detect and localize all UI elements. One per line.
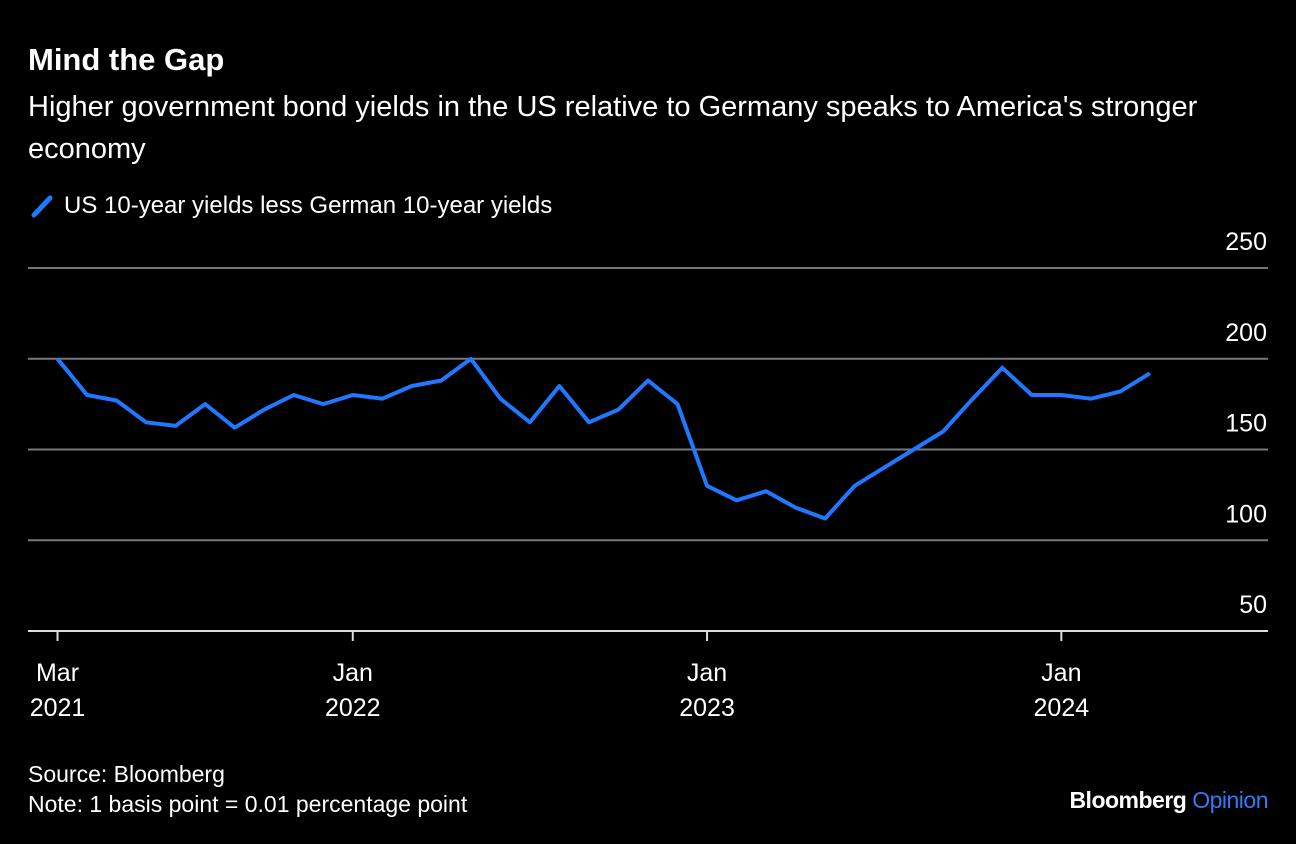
brand-suffix: Opinion [1192,787,1268,813]
brand: Bloomberg [1069,787,1187,813]
y-tick-label: 100 [1225,500,1267,528]
x-tick-label: Jan 2024 [1034,659,1090,722]
y-tick-label: 200 [1225,319,1267,347]
legend-swatch [31,195,53,218]
y-tick-label: 250 [1225,228,1267,256]
legend-label: US 10-year yields less German 10-year yi… [64,192,553,219]
logo: Bloomberg Opinion [1069,787,1268,814]
x-tick-label: Jan 2023 [679,659,735,722]
legend: US 10-year yields less German 10-year yi… [30,192,552,220]
data-line [55,356,1151,521]
y-tick-label: 50 [1239,591,1267,619]
chart-title: Mind the Gap [28,42,225,77]
source: Source: Bloomberg [28,761,225,787]
note: Note: 1 basis point = 0.01 percentage po… [28,791,468,817]
chart: 50 100 150 200 250 Mar 2021 Jan 2022 Jan 2023 Jan 20… [28,228,1268,722]
y-tick-label: 150 [1225,410,1267,438]
chart-subtitle: Higher government bond yields in the US … [28,91,1198,165]
x-tick-label: Jan 2022 [325,659,381,722]
x-tick-label: Mar 2021 [30,659,86,722]
